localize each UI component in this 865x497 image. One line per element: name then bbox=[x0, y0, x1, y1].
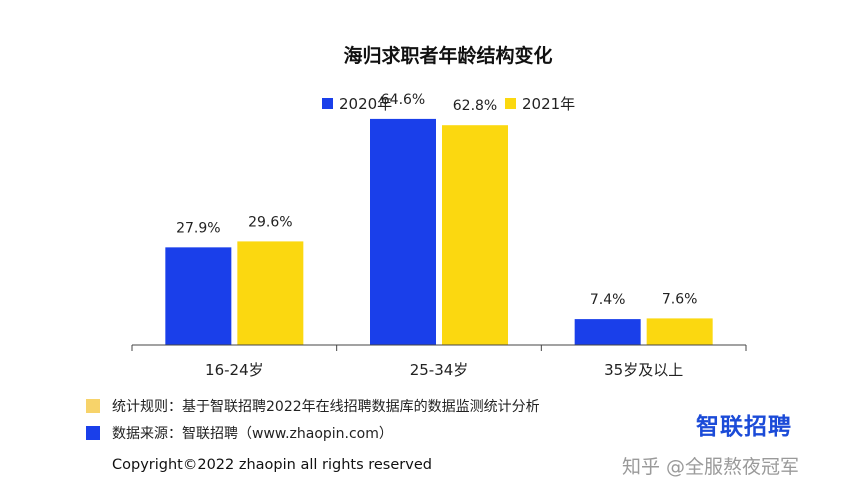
value-labels: 27.9% 29.6% 64.6% 62.8% 7.4% 7.6% bbox=[176, 92, 697, 308]
bar-2020-3 bbox=[574, 319, 641, 345]
legend-label-2020: 2020年 bbox=[339, 95, 392, 113]
data-label: 7.6% bbox=[662, 291, 698, 307]
bar-2020-1 bbox=[165, 247, 232, 345]
data-label: 62.8% bbox=[453, 98, 497, 114]
bar-chart: 海归求职者年龄结构变化 2020年 2021年 27.9% 29.6% 64.6% 62… bbox=[131, 44, 747, 379]
data-label: 29.6% bbox=[248, 214, 292, 230]
bar-2021-3 bbox=[646, 318, 713, 345]
brand-logo: 智联招聘 bbox=[696, 414, 792, 440]
legend-swatch-2021 bbox=[505, 98, 516, 109]
category-label: 25-34岁 bbox=[410, 361, 469, 379]
legend-label-2021: 2021年 bbox=[522, 95, 575, 113]
category-label: 35岁及以上 bbox=[604, 361, 683, 379]
x-axis bbox=[131, 344, 747, 351]
bar-2020-2 bbox=[370, 118, 436, 346]
copyright: Copyright©2022 zhaopin all rights reserv… bbox=[112, 457, 432, 473]
footnote-rule: 统计规则：基于智联招聘2022年在线招聘数据库的数据监测统计分析 bbox=[86, 396, 540, 416]
data-label: 27.9% bbox=[176, 220, 220, 236]
bar-2021-1 bbox=[237, 241, 304, 345]
source-swatch bbox=[86, 426, 100, 440]
watermark: 知乎 @全服熬夜冠军 bbox=[622, 456, 800, 478]
legend-swatch-2020 bbox=[322, 98, 333, 109]
footnote-source: 数据来源：智联招聘（www.zhaopin.com） bbox=[86, 423, 393, 443]
rule-swatch bbox=[86, 399, 100, 413]
bar-2021-2 bbox=[442, 125, 508, 345]
data-label: 7.4% bbox=[590, 292, 626, 308]
category-labels: 16-24岁 25-34岁 35岁及以上 bbox=[205, 361, 683, 379]
legend: 2020年 2021年 bbox=[322, 95, 575, 113]
bars bbox=[165, 118, 713, 346]
chart-title: 海归求职者年龄结构变化 bbox=[343, 44, 552, 67]
category-label: 16-24岁 bbox=[205, 361, 264, 379]
footnote-rule-text: 统计规则：基于智联招聘2022年在线招聘数据库的数据监测统计分析 bbox=[112, 399, 540, 415]
data-label: 64.6% bbox=[381, 92, 425, 108]
footnote-source-text: 数据来源：智联招聘（www.zhaopin.com） bbox=[112, 426, 393, 442]
